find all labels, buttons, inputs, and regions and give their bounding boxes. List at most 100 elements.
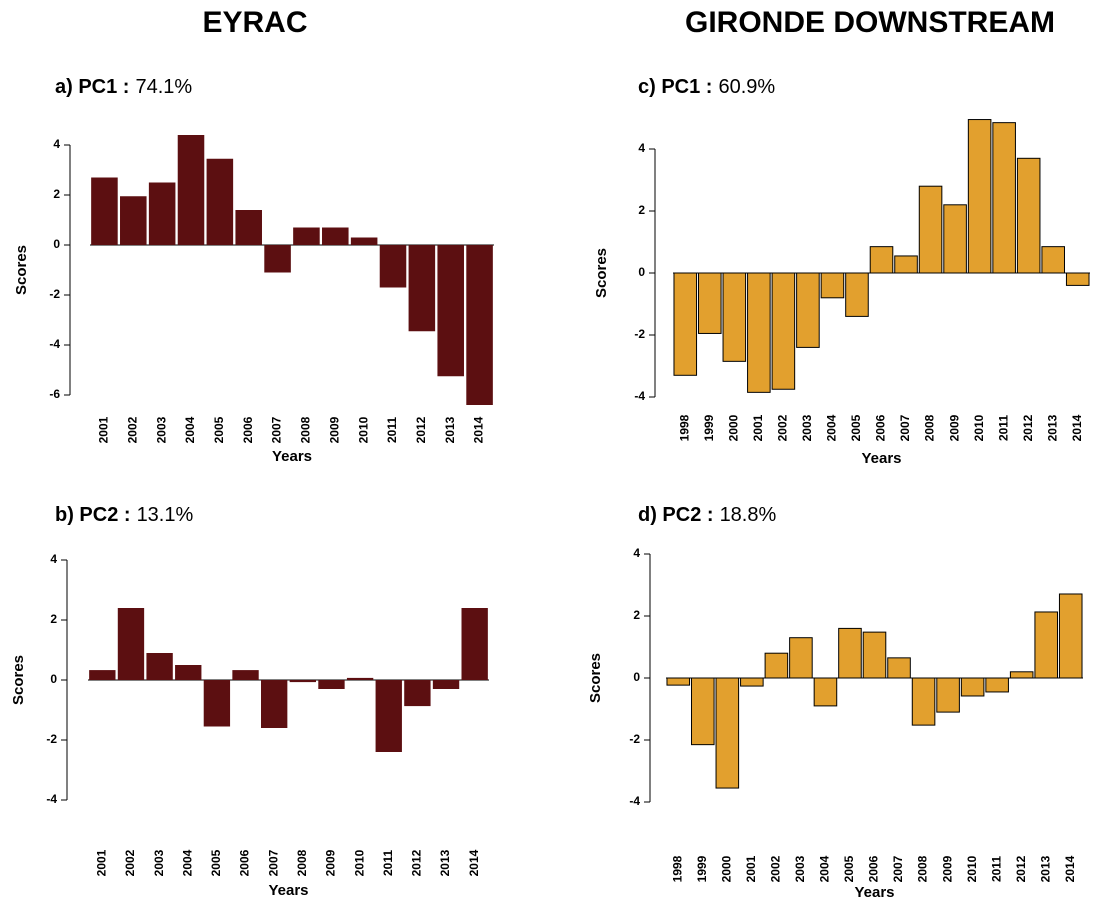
panel-title-label: a) PC1 :: [55, 76, 129, 98]
y-tick-label: -4: [629, 794, 640, 808]
bar: [936, 677, 960, 713]
x-tick-label: 2005: [209, 849, 223, 876]
y-tick-label: -2: [629, 732, 640, 746]
y-tick-label: 0: [638, 265, 645, 279]
bar: [887, 657, 911, 679]
x-tick-label: 1998: [677, 414, 691, 441]
y-tick-label: 4: [53, 137, 60, 151]
x-tick-label: 2014: [1063, 855, 1077, 882]
bar: [1058, 593, 1083, 679]
bar: [691, 677, 715, 746]
bar: [764, 652, 789, 679]
x-tick-label: 2002: [125, 416, 139, 443]
x-tick-label: 2003: [154, 416, 168, 443]
x-tick-label: 2010: [972, 414, 986, 441]
bar: [911, 677, 936, 726]
x-tick-label: 2010: [356, 416, 370, 443]
bar: [967, 119, 992, 274]
bar: [771, 272, 796, 390]
bar: [404, 680, 431, 707]
x-tick-label: 2002: [123, 849, 137, 876]
bar: [992, 122, 1016, 274]
bar: [673, 272, 698, 376]
x-axis-label: Years: [272, 448, 312, 465]
bar: [845, 272, 869, 317]
x-tick-label: 2008: [295, 849, 309, 876]
x-tick-label: 2011: [381, 850, 395, 876]
panel-title-value: 13.1%: [137, 504, 194, 526]
bar: [206, 158, 234, 245]
x-tick-label: 2014: [472, 416, 486, 443]
y-tick-label: 2: [633, 608, 640, 622]
bar: [408, 245, 436, 332]
x-tick-label: 2008: [299, 416, 313, 443]
bar: [146, 653, 173, 680]
bar: [89, 670, 116, 680]
bar: [117, 608, 145, 680]
x-tick-label: 2005: [842, 855, 856, 882]
bar: [838, 627, 862, 679]
x-tick-label: 2005: [212, 416, 226, 443]
x-tick-label: 2003: [793, 855, 807, 882]
bar: [466, 245, 493, 405]
x-tick-label: 1999: [695, 855, 709, 882]
y-axis-label: Scores: [13, 245, 30, 295]
bar: [346, 677, 374, 680]
y-tick-label: -6: [49, 387, 60, 401]
bar: [289, 680, 316, 683]
x-tick-label: 2004: [825, 414, 839, 441]
x-tick-label: 2008: [923, 414, 937, 441]
bar: [1009, 671, 1034, 679]
bar: [1065, 272, 1090, 286]
x-tick-label: 2006: [241, 416, 255, 443]
panel-title: d) PC2 : 18.8%: [638, 504, 776, 526]
y-tick-label: 2: [53, 187, 60, 201]
y-tick-label: 0: [633, 670, 640, 684]
bar: [985, 677, 1009, 693]
bar: [461, 608, 488, 680]
x-tick-label: 2012: [410, 849, 424, 876]
x-tick-label: 2002: [776, 414, 790, 441]
x-tick-label: 2004: [818, 855, 832, 882]
x-tick-label: 1999: [702, 414, 716, 441]
x-tick-label: 2010: [965, 855, 979, 882]
x-axis-label: Years: [268, 882, 308, 899]
y-tick-label: -4: [46, 792, 57, 806]
x-tick-label: 2009: [947, 414, 961, 441]
panel-title: a) PC1 : 74.1%: [55, 76, 192, 98]
x-tick-label: 2001: [94, 849, 108, 876]
bar: [789, 637, 813, 679]
x-tick-label: 2011: [989, 856, 1003, 882]
x-tick-label: 2011: [385, 417, 399, 443]
x-tick-label: 2012: [1021, 414, 1035, 441]
x-tick-label: 2013: [438, 849, 452, 876]
x-tick-label: 2014: [1070, 414, 1084, 441]
bar: [318, 680, 345, 689]
column-heading: GIRONDE DOWNSTREAM: [685, 6, 1055, 39]
bar: [698, 272, 722, 334]
panel-title-label: b) PC2 :: [55, 504, 131, 526]
bar: [943, 204, 967, 274]
bar: [722, 272, 747, 362]
bar: [813, 677, 838, 707]
bar: [264, 245, 291, 273]
y-tick-label: -2: [49, 287, 60, 301]
x-tick-label: 2010: [352, 849, 366, 876]
bar: [177, 135, 205, 245]
y-axis-label: Scores: [587, 653, 604, 703]
bar: [350, 237, 378, 245]
y-tick-label: 0: [53, 237, 60, 251]
x-tick-label: 2012: [414, 416, 428, 443]
x-tick-label: 2000: [726, 414, 740, 441]
bar: [322, 227, 349, 245]
x-tick-label: 2001: [751, 414, 765, 441]
x-tick-label: 2003: [152, 849, 166, 876]
column-heading: EYRAC: [202, 6, 307, 39]
bar: [432, 680, 460, 689]
bar: [293, 227, 320, 245]
y-axis-label: Scores: [10, 655, 27, 705]
y-axis-label: Scores: [593, 248, 610, 298]
x-tick-label: 1998: [670, 855, 684, 882]
y-tick-label: 2: [638, 203, 645, 217]
